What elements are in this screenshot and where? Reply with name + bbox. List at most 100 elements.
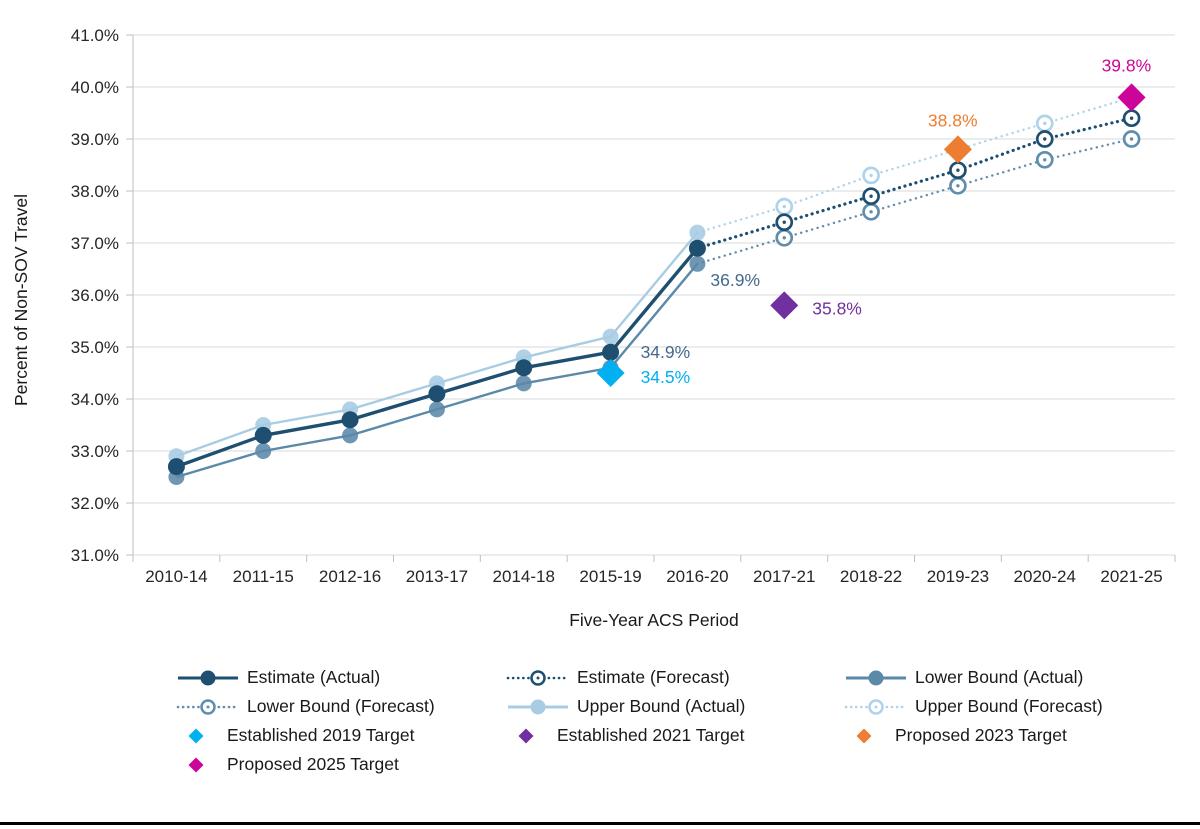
diamond-icon (518, 728, 534, 743)
legend-line-marker-icon (506, 669, 570, 686)
legend-label: Proposed 2025 Target (227, 753, 399, 774)
series-line-upper-bound-forecast (696, 96, 1133, 234)
y-tick-label: 31.0% (71, 546, 119, 565)
data-point-estimate-actual (688, 239, 706, 257)
data-point-upper-bound-forecast-dot (782, 204, 786, 209)
x-tick-label: 2010-14 (145, 567, 207, 586)
legend-item-estimate-actual: Estimate (Actual) (176, 666, 506, 689)
legend-item-established-2019-target: Established 2019 Target (176, 724, 506, 747)
data-point-upper-bound-forecast-dot (1043, 121, 1047, 126)
series-line-lower-bound-forecast (696, 137, 1133, 265)
data-point-estimate-forecast-dot (1043, 137, 1047, 141)
chart-canvas: 41.0% 40.0% 39.0% 38.0% 37.0% 36.0% 35.0% 34.0%… (11, 26, 1176, 630)
target-label-established-2021-target: 35.8% (812, 298, 862, 318)
x-axis-title: Five-Year ACS Period (569, 610, 739, 630)
axes-layer: 41.0% 40.0% 39.0% 38.0% 37.0% 36.0% 35.0% 34.0%… (71, 26, 1176, 586)
gridlines-layer (133, 34, 1175, 556)
data-point-lower-bound-actual (515, 375, 532, 392)
legend-item-proposed-2025-target: Proposed 2025 Target (176, 753, 506, 776)
legend-line-marker-icon (846, 670, 906, 685)
diamond-icon (188, 728, 204, 743)
data-point-estimate-forecast-dot (1129, 116, 1134, 120)
data-point-upper-bound-actual (689, 224, 706, 241)
legend-label: Lower Bound (Forecast) (247, 695, 435, 716)
data-point-estimate-actual (167, 458, 185, 476)
legend-line-marker-icon (178, 670, 238, 685)
x-tick-label: 2017-21 (753, 567, 815, 586)
x-tick-label: 2014-18 (493, 567, 555, 586)
x-tick-label: 2018-22 (840, 567, 902, 586)
data-label: 34.9% (641, 342, 691, 362)
x-tick-label: 2020-24 (1014, 567, 1076, 586)
legend-label: Upper Bound (Actual) (577, 695, 746, 716)
target-label-proposed-2023-target: 38.8% (928, 110, 978, 130)
series-line-estimate-forecast (695, 116, 1134, 250)
y-tick-label: 36.0% (71, 286, 119, 305)
target-diamond-proposed-2023-target (943, 135, 972, 164)
y-tick-label: 41.0% (71, 26, 119, 45)
data-point-lower-bound-actual (689, 255, 706, 272)
target-diamond-established-2021-target (770, 291, 799, 320)
x-tick-label: 2016-20 (666, 567, 728, 586)
data-point-estimate-actual (341, 411, 359, 429)
x-tick-label: 2011-15 (233, 567, 294, 586)
data-point-lower-bound-forecast-dot (956, 184, 960, 188)
legend-item-lower-bound-actual: Lower Bound (Actual) (844, 666, 1176, 689)
y-tick-label: 37.0% (71, 234, 119, 253)
target-label-established-2019-target: 34.5% (641, 367, 691, 387)
legend-line-marker-icon (844, 698, 908, 715)
y-tick-label: 33.0% (71, 442, 119, 461)
y-tick-label: 32.0% (71, 494, 119, 513)
legend-item-estimate-forecast: Estimate (Forecast) (506, 666, 844, 689)
x-tick-label: 2013-17 (406, 567, 468, 586)
data-point-estimate-forecast-dot (869, 194, 873, 198)
legend-label: Proposed 2023 Target (895, 724, 1067, 745)
diamond-icon (188, 757, 204, 772)
data-point-lower-bound-actual (342, 427, 359, 444)
legend-item-lower-bound-forecast: Lower Bound (Forecast) (176, 695, 506, 718)
x-tick-label: 2015-19 (579, 567, 641, 586)
x-tick-label: 2012-16 (319, 567, 381, 586)
legend-label: Estimate (Forecast) (577, 666, 730, 687)
legend-item-upper-bound-actual: Upper Bound (Actual) (506, 695, 844, 718)
data-point-estimate-forecast-dot (782, 220, 786, 224)
legend-line-marker-icon (508, 699, 568, 714)
data-point-lower-bound-actual (255, 443, 272, 459)
series-layer (167, 88, 1141, 485)
data-labels-layer: 34.5% 35.8% 38.8% 39.8% 34.9% 36.9% (641, 55, 1152, 387)
legend-line-marker-icon (176, 698, 240, 715)
y-tick-label: 39.0% (71, 130, 119, 149)
y-axis-title: Percent of Non-SOV Travel (11, 194, 31, 406)
x-tick-label: 2019-23 (927, 567, 989, 586)
legend-label: Estimate (Actual) (247, 666, 381, 687)
diamond-icon (856, 728, 872, 743)
legend-item-proposed-2023-target: Proposed 2023 Target (844, 724, 1176, 747)
data-point-upper-bound-forecast-dot (869, 173, 873, 178)
data-point-estimate-forecast-dot (956, 168, 960, 172)
data-label: 36.9% (710, 270, 760, 290)
legend-label: Established 2019 Target (227, 724, 415, 745)
y-tick-label: 38.0% (71, 182, 119, 201)
legend-label: Upper Bound (Forecast) (915, 695, 1103, 716)
data-point-estimate-actual (428, 385, 446, 403)
target-diamond-proposed-2025-target (1117, 83, 1146, 112)
y-tick-label: 34.0% (71, 390, 119, 409)
x-tick-label: 2021-25 (1100, 567, 1162, 586)
data-point-estimate-actual (515, 359, 533, 377)
data-point-upper-bound-actual (602, 328, 619, 345)
legend-label: Established 2021 Target (557, 724, 745, 745)
legend-item-established-2021-target: Established 2021 Target (506, 724, 844, 747)
data-point-lower-bound-forecast-dot (782, 236, 786, 240)
data-point-estimate-actual (602, 343, 620, 361)
data-point-estimate-actual (254, 426, 272, 444)
bottom-border-line (0, 822, 1200, 825)
y-tick-label: 40.0% (71, 78, 119, 97)
legend-label: Lower Bound (Actual) (915, 666, 1084, 687)
data-point-lower-bound-forecast-dot (1043, 158, 1047, 162)
data-point-lower-bound-actual (428, 401, 445, 418)
target-label-proposed-2025-target: 39.8% (1102, 55, 1152, 75)
y-tick-label: 35.0% (71, 338, 119, 357)
chart-legend: Estimate (Actual) Estimate (Forecast) Lowe… (176, 666, 1176, 776)
target-diamond-established-2019-target (596, 359, 625, 387)
